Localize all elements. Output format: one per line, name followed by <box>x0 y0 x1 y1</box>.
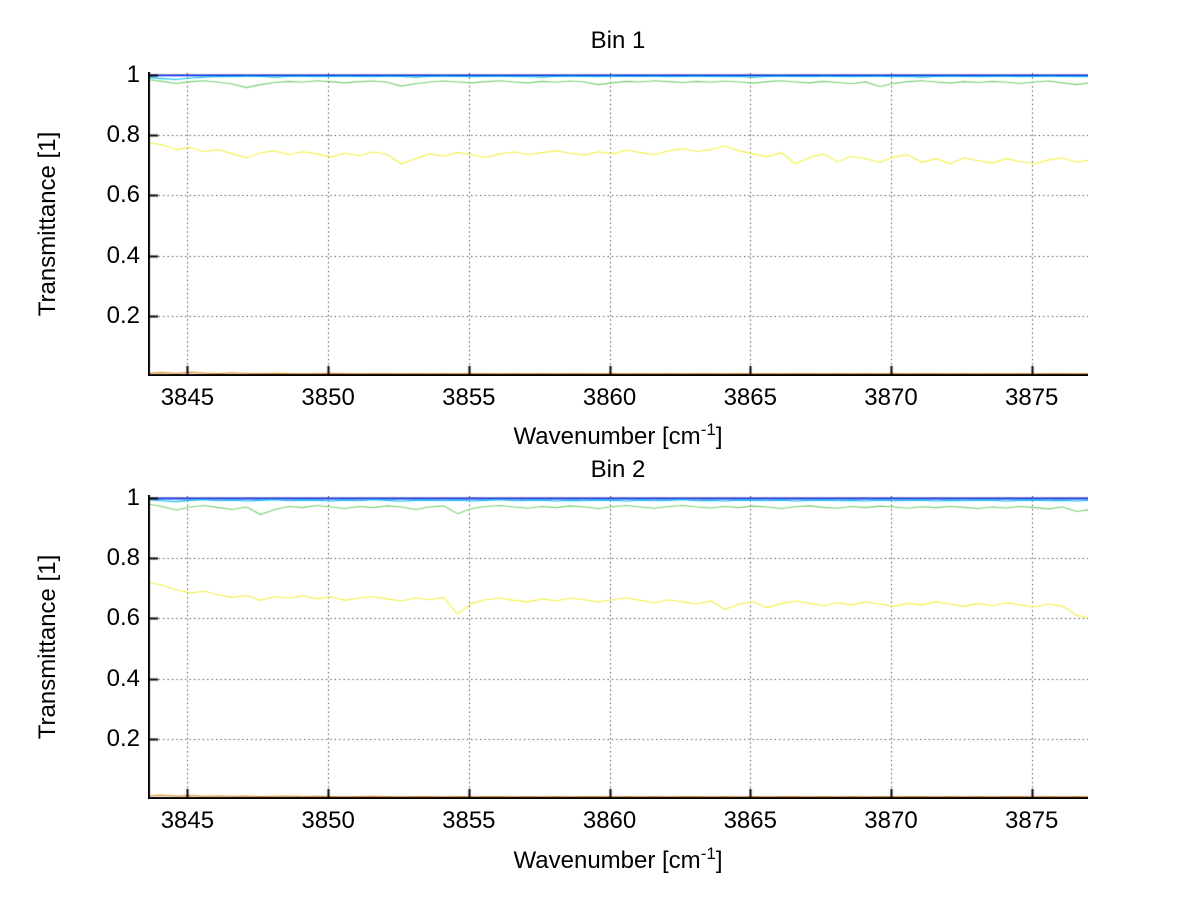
y-tick-label: 0.8 <box>106 544 140 572</box>
bin1-x-axis-label-superscript: -1 <box>700 420 716 439</box>
y-tick-label: 1 <box>126 61 140 88</box>
bin1-x-axis-label: Wavenumber [cm-1] <box>148 420 1088 453</box>
x-tick-label: 3845 <box>160 807 215 834</box>
bin2-y-axis-label: Transmittance [1] <box>34 554 61 740</box>
bin1-y-axis-label: Transmittance [1] <box>34 131 61 317</box>
x-tick-label: 3850 <box>301 807 355 834</box>
y-tick-label: 0.6 <box>106 181 140 209</box>
y-tick-label: 0.6 <box>106 604 140 632</box>
y-tick-label: 0.2 <box>106 724 140 752</box>
x-tick-label: 3850 <box>301 384 355 411</box>
bin2-x-axis-label-superscript: -1 <box>700 844 716 863</box>
bin1-title: Bin 1 <box>590 27 646 54</box>
y-tick-label: 1 <box>126 484 140 511</box>
y-tick-label: 0.4 <box>106 241 140 269</box>
bin2-x-axis-label: Wavenumber [cm-1] <box>148 844 1088 877</box>
bin2-x-axis-label-main: Wavenumber [cm <box>513 847 701 874</box>
x-tick-label: 3855 <box>442 384 496 411</box>
bin1-x-axis-label-end: ] <box>715 423 723 450</box>
x-tick-label: 3865 <box>723 384 777 411</box>
x-tick-label: 3845 <box>160 384 215 411</box>
bin1-plot-area <box>148 72 1088 376</box>
x-tick-label: 3875 <box>1005 807 1059 834</box>
y-tick-label: 0.2 <box>106 301 140 329</box>
bin1-x-axis-label-main: Wavenumber [cm <box>513 423 701 450</box>
bin2-title: Bin 2 <box>590 456 646 483</box>
y-tick-label: 0.8 <box>106 121 140 149</box>
x-tick-label: 3860 <box>582 807 637 834</box>
x-tick-label: 3875 <box>1005 384 1059 411</box>
y-tick-label: 0.4 <box>106 664 140 692</box>
x-tick-label: 3870 <box>864 384 918 411</box>
x-tick-label: 3855 <box>442 807 496 834</box>
bin2-x-axis-label-end: ] <box>715 847 723 874</box>
x-tick-label: 3870 <box>864 807 918 834</box>
bin2-plot-area <box>148 495 1088 799</box>
x-tick-label: 3865 <box>723 807 777 834</box>
x-tick-label: 3860 <box>582 384 637 411</box>
